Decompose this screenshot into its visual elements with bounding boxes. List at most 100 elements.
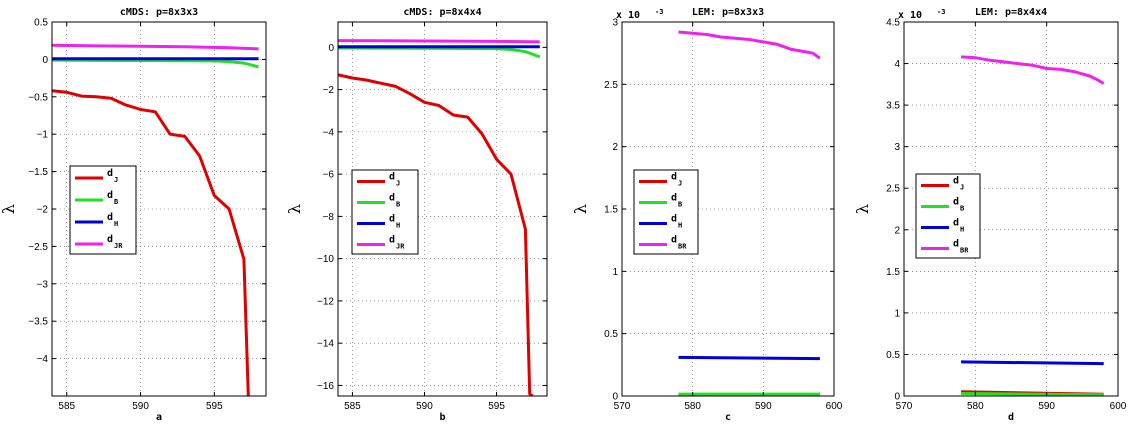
series-line-db	[961, 392, 1104, 396]
y-tick-label: −8	[323, 212, 335, 223]
legend-label: d	[953, 176, 959, 187]
y-tick-label: 3	[612, 18, 618, 29]
y-tick-label: 0.5	[34, 18, 48, 29]
legend-label-subscript: H	[678, 222, 682, 230]
x-tick-label: 580	[684, 401, 701, 412]
legend-label-subscript: J	[114, 176, 118, 184]
chart-title: LEM: p=8x4x4	[975, 7, 1047, 18]
y-tick-label: 0	[328, 43, 334, 54]
chart-panel-1: 585 590 595 0.5 0 −0.5 −1 −1.5 −2 −2.5 −3 −3.5 −4 cMD…	[0, 7, 267, 423]
series-line-dj	[52, 89, 250, 396]
legend-box	[351, 169, 419, 255]
y-tick-label: −14	[317, 339, 334, 350]
y-tick-label: 2.5	[886, 184, 900, 195]
series-group	[52, 43, 259, 396]
legend-label: d	[671, 172, 677, 183]
y-tick-label: −4	[323, 127, 335, 138]
x-tick-label: 590	[755, 401, 772, 412]
chart-panel-2: 585 590 595 0 −2 −4 −6 −8 −10 −12 −14 −16 cMDS: p=8x…	[285, 7, 548, 423]
legend-label-subscript: JR	[396, 243, 405, 251]
x-axis-label: b	[439, 412, 445, 423]
y-tick-label: 2	[894, 225, 900, 236]
chart-panel-4: 570 580 590 600 0 0.5 1 1.5 2 2.5 3 3.5 4 4.5 LEM: p=8…	[853, 7, 1127, 423]
axis-multiplier-exponent: -3	[937, 8, 945, 16]
y-tick-label: −2.5	[28, 242, 48, 253]
legend-label-subscript: J	[960, 184, 964, 192]
axes-frame	[903, 21, 1119, 397]
series-line-dh	[961, 360, 1104, 366]
legend-box	[915, 173, 981, 259]
legend-label: d	[671, 214, 677, 225]
y-tick-label: 1	[612, 267, 618, 278]
axis-multiplier-exponent: -3	[655, 8, 663, 16]
y-tick-label: 4.5	[886, 18, 900, 29]
series-group	[338, 39, 541, 396]
series-group	[678, 30, 821, 396]
y-tick-label: 2	[612, 142, 618, 153]
legend-label: d	[107, 168, 113, 179]
y-tick-label: −1	[37, 130, 49, 141]
x-tick-label: 590	[1038, 401, 1055, 412]
legend-box	[69, 165, 137, 255]
y-tick-label: −3.5	[28, 317, 48, 328]
y-tick-label: −12	[317, 296, 334, 307]
y-tick-label: −3	[37, 279, 49, 290]
series-line-dh	[678, 355, 820, 361]
x-axis-label: c	[725, 412, 731, 423]
legend-label-subscript: BR	[678, 243, 687, 251]
y-tick-label: 4	[894, 59, 900, 70]
chart-title: cMDS: p=8x4x4	[403, 7, 481, 18]
legend-label: d	[389, 214, 395, 225]
y-tick-label: 0.5	[886, 350, 900, 361]
y-tick-label: −2	[37, 205, 49, 216]
y-tick-label: 0.5	[604, 329, 618, 340]
y-tick-label: 1.5	[886, 267, 900, 278]
y-axis-label: λ	[853, 204, 872, 214]
y-tick-label: −16	[317, 381, 334, 392]
x-tick-label: 585	[344, 401, 361, 412]
series-group	[961, 55, 1105, 396]
legend-label-subscript: H	[396, 222, 400, 230]
y-tick-label: −4	[37, 354, 49, 365]
chart-title: cMDS: p=8x3x3	[120, 7, 198, 18]
y-tick-label: 1	[894, 308, 900, 319]
x-tick-label: 600	[1110, 401, 1127, 412]
legend-label-subscript: H	[114, 220, 118, 228]
axis-multiplier: x 10	[616, 10, 640, 21]
series-line-db	[52, 58, 259, 69]
legend-label-subscript: H	[960, 226, 964, 234]
x-tick-label: 595	[488, 401, 505, 412]
y-tick-label: −2	[323, 85, 335, 96]
legend-label-subscript: BR	[960, 247, 969, 255]
legend-label: d	[107, 190, 113, 201]
legend-label: d	[389, 193, 395, 204]
x-axis-label: a	[156, 412, 162, 423]
y-tick-label: −0.5	[28, 92, 48, 103]
y-tick-label: 0	[612, 392, 618, 403]
legend-label: d	[107, 234, 113, 245]
legend-label-subscript: J	[396, 180, 400, 188]
x-tick-label: 590	[416, 401, 433, 412]
chart-panel-3: 570 580 590 600 0 0.5 1 1.5 2 2.5 3 LEM: p=8x3x3 x 1…	[571, 7, 843, 423]
legend-label-subscript: JR	[114, 242, 123, 250]
series-line-dbr	[961, 55, 1105, 85]
y-axis-label: λ	[571, 204, 590, 214]
y-axis-label: λ	[285, 204, 304, 214]
legend-box	[633, 169, 699, 255]
chart-title: LEM: p=8x3x3	[692, 7, 764, 18]
legend-label: d	[671, 235, 677, 246]
y-tick-label: −6	[323, 170, 335, 181]
y-tick-label: −10	[317, 254, 334, 265]
y-tick-label: 0	[894, 392, 900, 403]
series-line-djr	[338, 39, 540, 44]
axis-multiplier: x 10	[898, 10, 922, 21]
legend-label: d	[389, 235, 395, 246]
x-tick-label: 590	[132, 401, 149, 412]
x-tick-label: 570	[896, 401, 913, 412]
x-tick-label: 595	[206, 401, 223, 412]
